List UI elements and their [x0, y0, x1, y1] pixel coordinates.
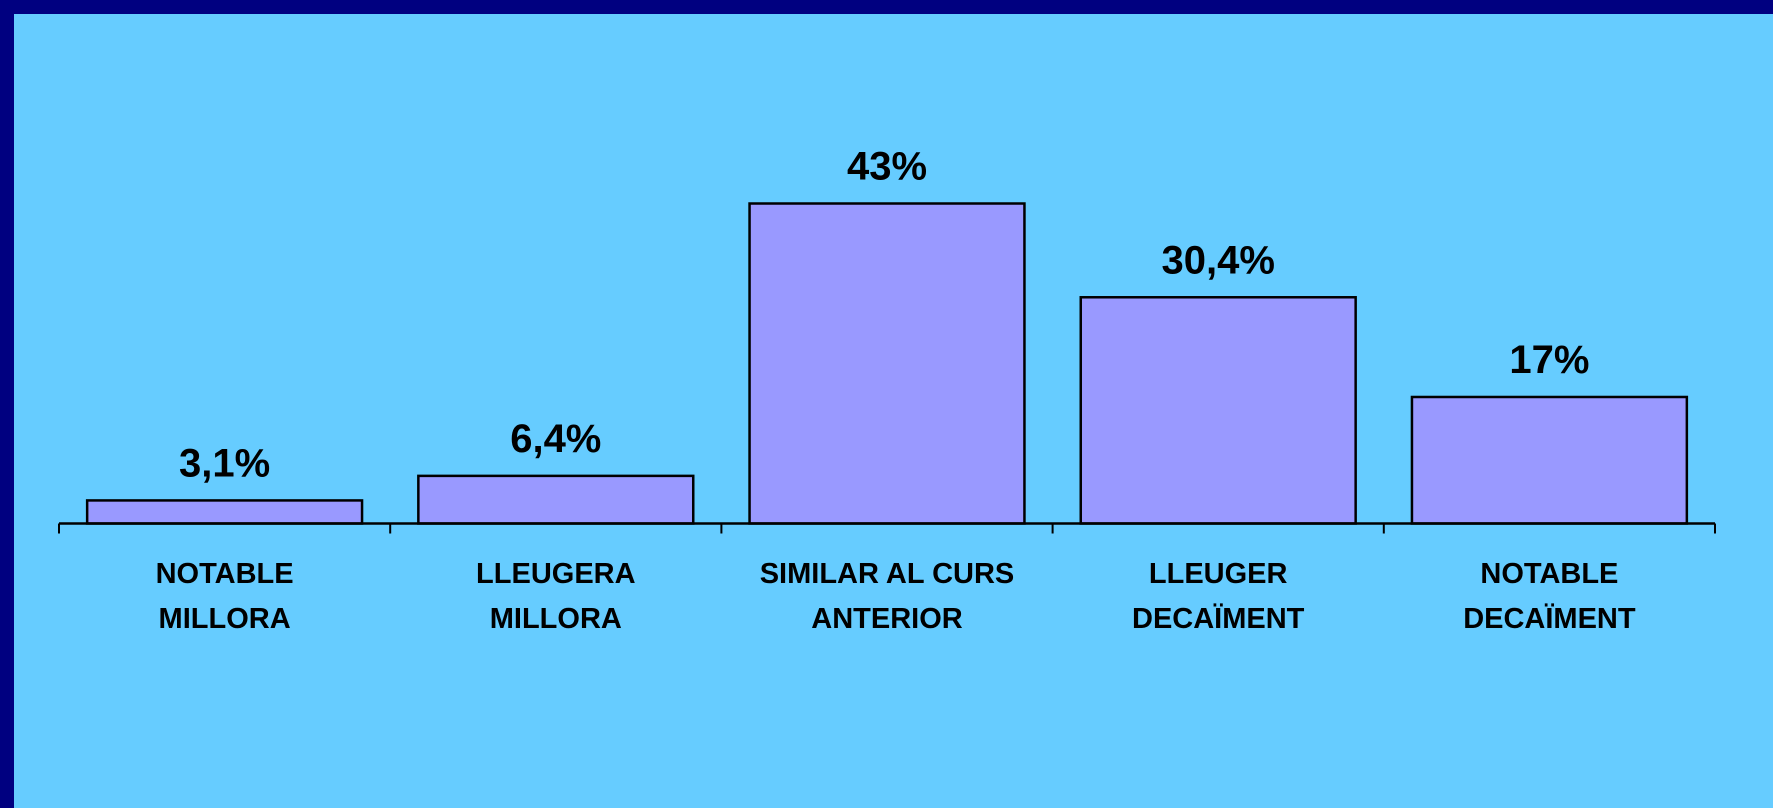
x-tick-label: DECAÏMENT	[1132, 602, 1305, 635]
value-label: 6,4%	[510, 417, 601, 461]
value-label: 43%	[847, 145, 927, 189]
bar	[1079, 296, 1357, 525]
x-tick-label: MILLORA	[159, 603, 291, 635]
value-label: 3,1%	[179, 441, 270, 485]
x-tick-label: NOTABLE	[156, 558, 294, 590]
x-tick-label: DECAÏMENT	[1463, 602, 1636, 635]
x-tick-label: LLEUGER	[1149, 558, 1288, 590]
bar	[417, 474, 695, 525]
bar	[1410, 395, 1689, 525]
x-tick-label: LLEUGERA	[476, 558, 636, 590]
x-tick-label: MILLORA	[490, 603, 622, 635]
x-tick-label: SIMILAR AL CURS	[760, 558, 1015, 590]
bar	[748, 202, 1026, 525]
x-tick-label: NOTABLE	[1480, 558, 1618, 590]
x-tick-label: ANTERIOR	[811, 603, 963, 635]
bar	[85, 499, 364, 525]
value-label: 17%	[1509, 338, 1589, 382]
value-label: 30,4%	[1161, 238, 1274, 282]
